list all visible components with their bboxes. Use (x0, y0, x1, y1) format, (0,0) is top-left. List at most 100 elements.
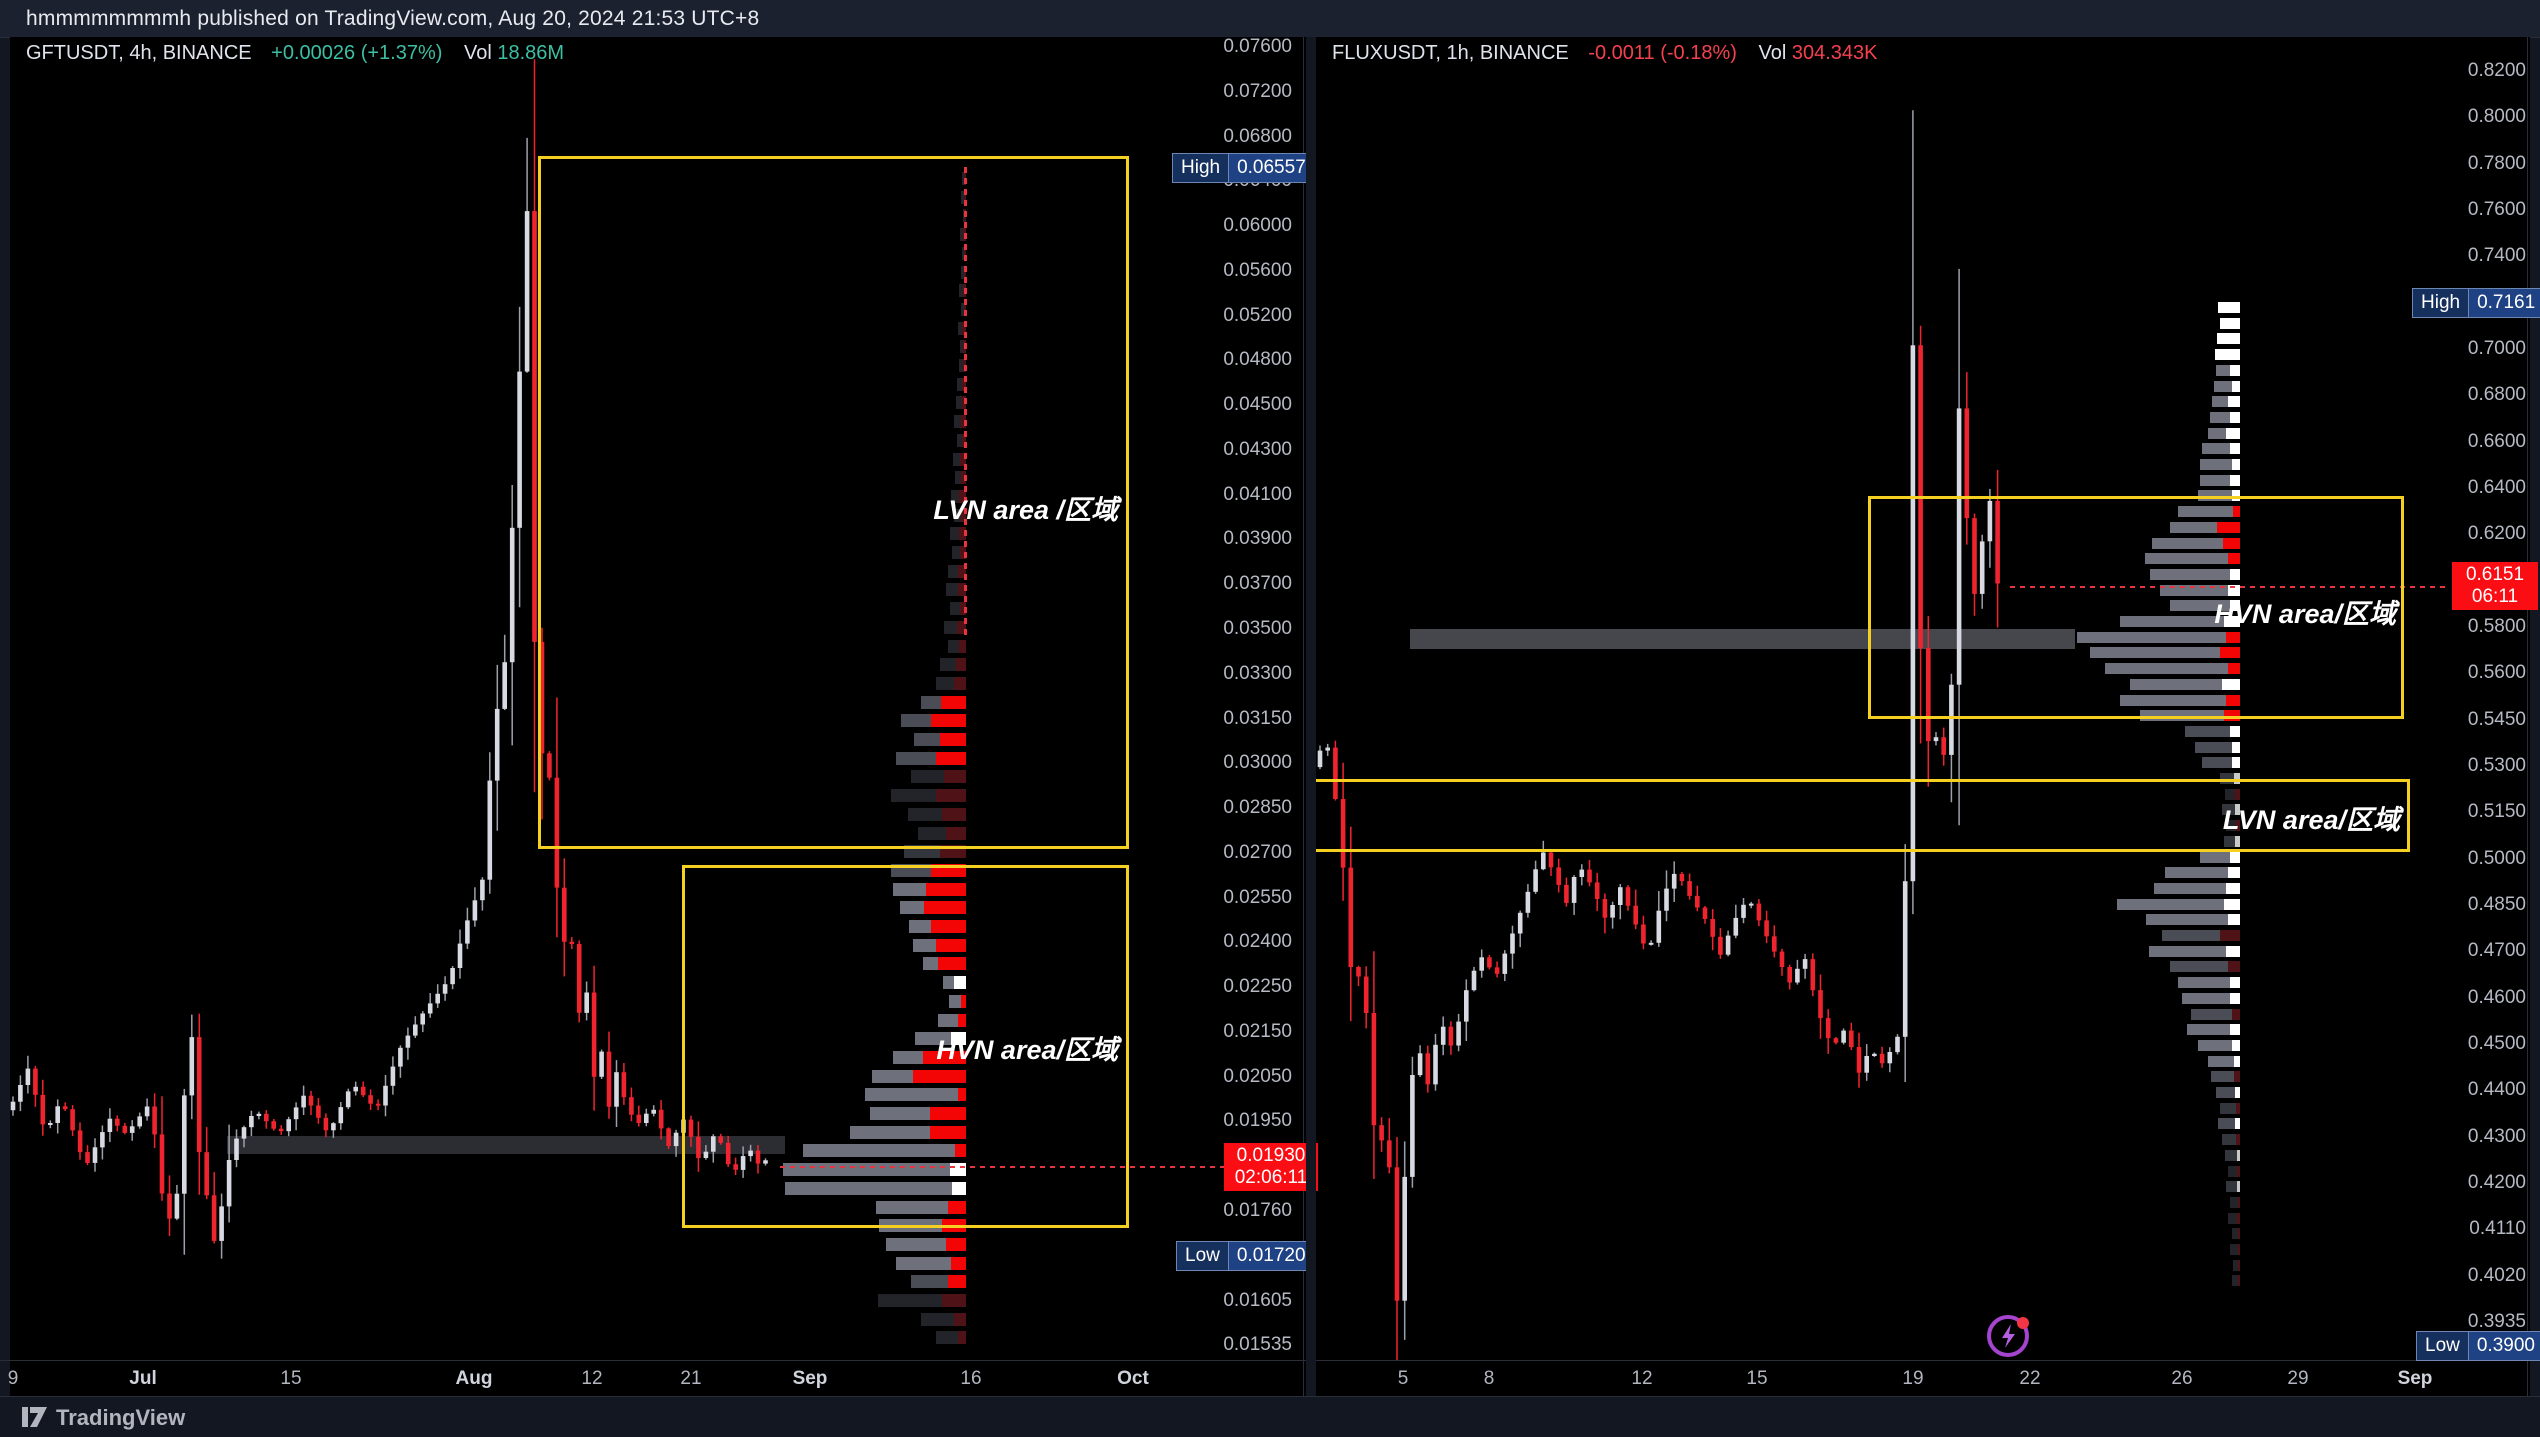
price-tick: 0.02150 (1223, 1020, 1292, 1042)
time-tick: 26 (2171, 1368, 2193, 1389)
volume-profile-row (2195, 741, 2240, 753)
low-badge-left: Low 0.01720 (1176, 1241, 1315, 1271)
volume-profile-row (865, 1088, 966, 1102)
volume-profile-row (914, 733, 966, 746)
poc-band-left (227, 1136, 785, 1154)
volume-profile-row (952, 546, 966, 559)
price-tick: 0.04800 (1223, 349, 1292, 371)
price-tick: 0.03900 (1223, 528, 1292, 550)
volume-profile-row (2182, 992, 2240, 1004)
publish-bar: hmmmmmmmmh published on TradingView.com,… (0, 0, 2540, 37)
pane-frame-line (2527, 37, 2528, 1396)
volume-profile-row (901, 714, 966, 728)
annotation-lvn-right[interactable]: LVN area/区域 (2222, 805, 2400, 835)
legend-right[interactable]: FLUXUSDT, 1h, BINANCE -0.0011 (-0.18%) V… (1332, 42, 1877, 65)
last-price-badge-right: 0.6151 06:11 (2452, 562, 2538, 610)
volume-profile-row (886, 1237, 966, 1251)
volume-profile-row (2120, 694, 2240, 706)
volume-label: Vol (463, 42, 492, 64)
chart-pane-left[interactable] (10, 37, 1306, 1396)
pane-divider[interactable] (1306, 37, 1316, 1396)
price-tick: 0.06000 (1223, 215, 1292, 237)
price-tick: 0.04300 (1223, 438, 1292, 460)
volume-profile-row (2165, 867, 2240, 879)
volume-profile-row (2160, 584, 2240, 596)
volume-profile-row (2211, 1071, 2240, 1083)
price-tick: 0.04500 (1223, 394, 1292, 416)
price-tick: 0.5450 (2467, 708, 2526, 730)
volume-profile-row (2228, 1212, 2240, 1224)
volume-profile-row (2178, 977, 2240, 989)
volume-profile-row (2200, 474, 2240, 486)
volume-profile-row (2210, 411, 2240, 423)
price-tick: 0.4850 (2467, 893, 2526, 915)
price-tick: 0.6600 (2467, 430, 2526, 452)
price-tick: 0.03700 (1223, 573, 1292, 595)
last-price-line-left (780, 1166, 1226, 1168)
time-tick: 19 (1902, 1368, 1924, 1389)
volume-profile-row (2200, 459, 2240, 470)
time-tick: Oct (1117, 1368, 1149, 1389)
time-tick: 21 (680, 1368, 702, 1389)
volume-profile-row (2162, 930, 2240, 941)
volume-profile-row (909, 920, 966, 933)
last-price-line-right (2010, 586, 2450, 588)
price-tick: 0.01535 (1223, 1334, 1292, 1356)
volume-profile-row (2152, 537, 2240, 549)
time-tick: 8 (1483, 1368, 1495, 1389)
high-value: 0.06557 (1228, 153, 1315, 183)
time-tick: Sep (792, 1368, 828, 1389)
annotation-hvn-left[interactable]: HVN area/区域 (936, 1035, 1118, 1065)
annotation-hvn-right[interactable]: HVN area/区域 (2214, 599, 2396, 629)
poc-band-right (1410, 629, 2075, 649)
price-tick: 0.4110 (2469, 1218, 2526, 1240)
price-tick: 0.01605 (1223, 1289, 1292, 1311)
price-tick: 0.02250 (1223, 976, 1292, 998)
volume-profile-row (2105, 663, 2240, 675)
price-tick: 0.4020 (2467, 1264, 2526, 1286)
last-price: 0.6151 (2465, 564, 2525, 585)
time-tick: 15 (1746, 1368, 1768, 1389)
hvn-box-left[interactable] (682, 865, 1129, 1228)
volume-profile-row (2224, 835, 2240, 847)
volume-profile-row (943, 976, 966, 990)
volume-profile-row (2212, 396, 2240, 408)
price-tick: 0.6200 (2467, 523, 2526, 545)
volume-profile-row (936, 1331, 966, 1345)
lvn-box-left[interactable] (538, 156, 1129, 849)
tradingview-logo[interactable] (22, 1405, 48, 1434)
bar-countdown: 06:11 (2471, 586, 2519, 607)
footer-brand[interactable]: TradingView (56, 1405, 186, 1430)
volume-profile-row (921, 1312, 966, 1326)
volume-profile-row (2220, 773, 2240, 784)
price-tick: 0.05200 (1223, 304, 1292, 326)
volume-profile-row (2217, 333, 2240, 345)
legend-left[interactable]: GFTUSDT, 4h, BINANCE +0.00026 (+1.37%) V… (26, 42, 564, 65)
volume-profile-row (2216, 1087, 2240, 1098)
time-tick: 29 (2287, 1368, 2309, 1389)
volume-label: Vol (1758, 42, 1787, 64)
volume-profile-row (954, 508, 966, 522)
time-tick: 22 (2019, 1368, 2041, 1389)
price-tick: 0.05600 (1223, 259, 1292, 281)
volume-profile-row (878, 1294, 966, 1307)
volume-profile-row (893, 1050, 966, 1064)
time-tick: 16 (960, 1368, 982, 1389)
annotation-lvn-left[interactable]: LVN area /区域 (933, 495, 1118, 525)
low-label: Low (1176, 1241, 1228, 1271)
volume-profile-row (913, 938, 966, 952)
volume-profile-row (891, 789, 966, 803)
volume-profile-row (2226, 820, 2240, 832)
volume-profile-row (2130, 678, 2240, 690)
session-high-dashed-line (964, 167, 967, 640)
volume-profile-row (2185, 725, 2240, 737)
volume-profile-row (921, 695, 966, 709)
price-change: +0.00026 (+1.37%) (271, 42, 443, 64)
price-tick: 0.01760 (1223, 1200, 1292, 1222)
volume-profile-row (803, 1144, 966, 1158)
volume-profile-row (2198, 490, 2240, 502)
volume-profile-row (918, 826, 966, 840)
volume-profile-row (938, 1013, 966, 1027)
hvn-box-right[interactable] (1868, 496, 2404, 719)
lightning-circle-icon[interactable] (1982, 1308, 2038, 1364)
